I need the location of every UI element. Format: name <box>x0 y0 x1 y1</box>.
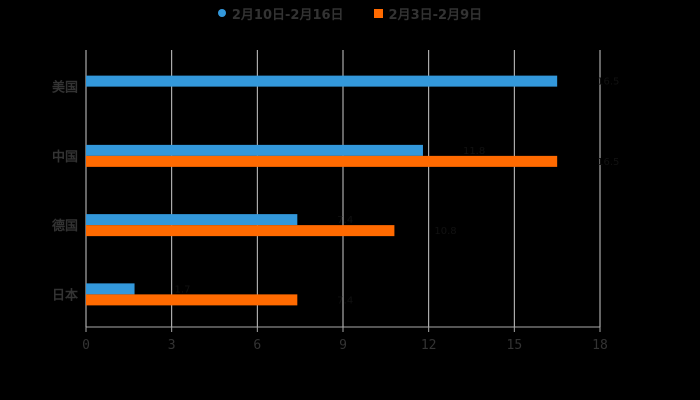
data-label: 7.4 <box>337 215 353 226</box>
data-label: 1.7 <box>175 284 191 295</box>
y-category-label: 中国 <box>52 149 78 165</box>
x-tick-label: 12 <box>421 338 437 353</box>
bar <box>86 155 558 167</box>
y-category-label: 德国 <box>52 218 78 234</box>
x-tick-label: 9 <box>339 338 347 353</box>
legend-swatch-orange <box>373 8 383 18</box>
legend-label: 2月3日-2月9日 <box>388 7 483 23</box>
bar <box>86 294 298 306</box>
data-label: 16.5 <box>597 77 619 88</box>
y-category-label: 美国 <box>52 80 78 96</box>
x-tick-label: 6 <box>253 338 261 353</box>
legend-label: 2月10日-2月16日 <box>231 7 344 23</box>
y-category-label: 日本 <box>52 287 78 303</box>
legend-item-series-2[interactable]: 2月3日-2月9日 <box>373 4 483 23</box>
data-label: 11.8 <box>463 146 485 157</box>
data-label: 10.8 <box>434 226 456 237</box>
bar <box>86 75 558 87</box>
chart-legend: 2月10日-2月16日 2月3日-2月9日 <box>0 4 700 23</box>
legend-item-series-1[interactable]: 2月10日-2月16日 <box>217 4 344 23</box>
bar <box>86 283 135 295</box>
x-tick-label: 18 <box>592 338 608 353</box>
bar <box>86 225 395 237</box>
bar <box>86 214 298 226</box>
data-label: 16.5 <box>597 157 619 168</box>
x-tick-label: 0 <box>82 338 90 353</box>
data-label: 7.4 <box>337 295 353 306</box>
legend-swatch-blue <box>217 9 226 17</box>
bar <box>86 144 423 156</box>
x-tick-label: 3 <box>168 338 176 353</box>
x-tick-label: 15 <box>507 338 523 353</box>
